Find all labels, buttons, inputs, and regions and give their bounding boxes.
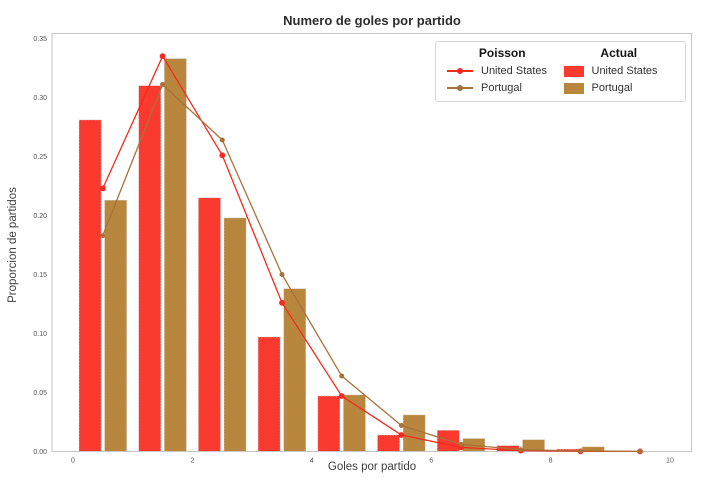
poisson-marker-portugal xyxy=(578,448,583,454)
poisson-marker-portugal xyxy=(160,82,166,87)
poisson-marker-portugal xyxy=(518,447,524,453)
poisson-marker-portugal xyxy=(637,448,643,454)
legend-item-poisson-united-states: United States xyxy=(447,63,558,79)
legend-item-poisson-portugal: Portugal xyxy=(447,80,558,96)
y-tick-label: 0.20 xyxy=(33,213,47,220)
patch-swatch-icon xyxy=(563,82,584,94)
y-tick-label: 0.00 xyxy=(33,449,47,456)
poisson-marker-united-states xyxy=(279,299,285,306)
actual-bar-united-states xyxy=(198,197,221,452)
actual-bar-united-states xyxy=(317,395,341,452)
poisson-marker-united-states xyxy=(219,152,226,159)
y-tick-label: 0.10 xyxy=(33,331,47,338)
poisson-marker-united-states xyxy=(99,185,106,192)
actual-bar-portugal xyxy=(223,217,247,452)
line-marker-swatch-icon xyxy=(447,85,473,91)
y-tick-label: 0.35 xyxy=(33,36,47,43)
y-tick-label: 0.05 xyxy=(33,390,47,397)
legend-label: Portugal xyxy=(481,82,522,94)
actual-bar-united-states xyxy=(377,434,400,452)
legend-item-actual-united-states: United States xyxy=(563,63,675,79)
poisson-marker-portugal xyxy=(398,423,404,428)
poisson-marker-united-states xyxy=(338,393,345,399)
y-axis-label: Proporcion de partidos xyxy=(7,187,19,303)
x-tick-label: 0 xyxy=(71,458,75,465)
x-tick-label: 2 xyxy=(190,458,194,465)
x-tick-label: 10 xyxy=(666,458,674,465)
actual-bar-united-states xyxy=(138,85,162,452)
legend-label: Portugal xyxy=(591,82,633,94)
chart-title: Numero de goles por partido xyxy=(283,13,461,28)
actual-bar-portugal xyxy=(522,439,545,452)
legend-poisson-title: Poisson xyxy=(478,46,526,60)
legend-item-actual-portugal: Portugal xyxy=(563,80,675,96)
actual-bar-portugal xyxy=(163,58,187,452)
legend-label: United States xyxy=(591,65,658,77)
legend-actual-title: Actual xyxy=(600,46,638,60)
actual-bar-portugal xyxy=(343,394,366,452)
actual-bar-united-states xyxy=(78,119,102,452)
y-tick-label: 0.30 xyxy=(33,95,47,102)
legend-actual-column: Actual United States Portugal xyxy=(561,45,678,96)
y-tick-label: 0.25 xyxy=(33,154,47,161)
patch-swatch-icon xyxy=(563,65,584,77)
poisson-marker-portugal xyxy=(219,137,225,143)
line-marker-swatch-icon xyxy=(447,68,473,74)
actual-bar-portugal xyxy=(402,414,426,452)
poisson-marker-portugal xyxy=(279,272,285,277)
x-tick-label: 8 xyxy=(549,458,553,465)
actual-bar-portugal xyxy=(283,288,307,452)
actual-bar-portugal xyxy=(104,199,128,452)
actual-bar-united-states xyxy=(257,336,281,452)
x-tick-label: 6 xyxy=(429,458,433,465)
poisson-marker-portugal xyxy=(100,233,106,239)
y-tick-label: 0.15 xyxy=(33,272,47,279)
poisson-marker-portugal xyxy=(458,441,464,447)
legend-label: United States xyxy=(481,65,548,77)
poisson-marker-united-states xyxy=(398,432,405,438)
legend: Poisson United States Portugal Actual Un… xyxy=(435,41,686,102)
poisson-marker-portugal xyxy=(339,373,345,379)
x-axis-label: Goles por partido xyxy=(327,461,417,473)
poisson-marker-united-states xyxy=(159,53,166,60)
legend-poisson-column: Poisson United States Portugal xyxy=(444,45,561,96)
plot-border xyxy=(51,33,692,452)
poisson-line-portugal xyxy=(102,83,641,453)
x-tick-label: 4 xyxy=(310,458,314,465)
